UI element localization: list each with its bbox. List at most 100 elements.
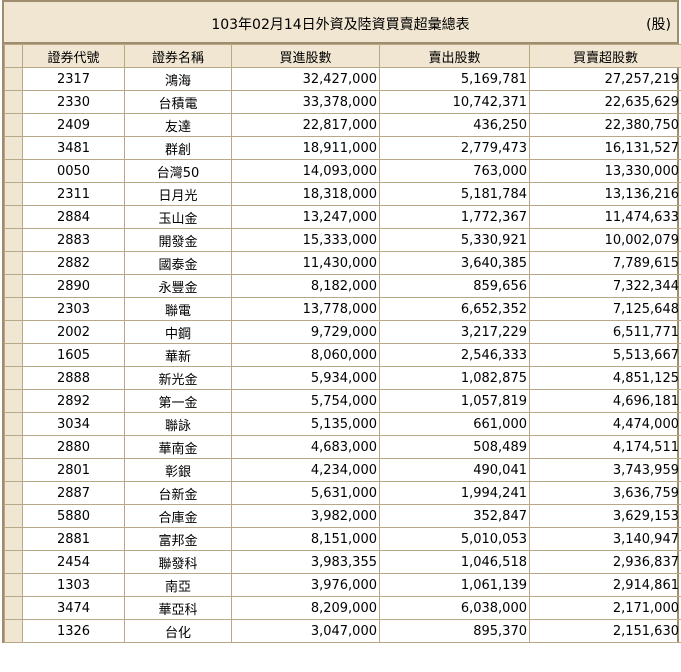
cell-net: 2,171,000 [529, 596, 681, 620]
cell-net: 13,136,216 [529, 182, 681, 206]
cell-sell: 5,010,053 [379, 527, 530, 551]
cell-name: 合庫金 [124, 504, 232, 528]
cell-buy: 18,318,000 [231, 182, 380, 206]
row-marker [4, 182, 23, 206]
cell-code: 2883 [22, 228, 125, 252]
cell-code: 2887 [22, 481, 125, 505]
unit-label: (股) [646, 17, 671, 33]
column-header-net: 買賣超股數 [529, 44, 681, 68]
cell-name: 國泰金 [124, 251, 232, 275]
table-row: 2892 第一金 5,754,000 1,057,819 4,696,181 [4, 389, 681, 413]
cell-buy: 13,247,000 [231, 205, 380, 229]
cell-net: 4,474,000 [529, 412, 681, 436]
table-row: 2311 日月光 18,318,000 5,181,784 13,136,216 [4, 182, 681, 206]
row-marker [4, 251, 23, 275]
cell-sell: 6,038,000 [379, 596, 530, 620]
cell-code: 2330 [22, 90, 125, 114]
cell-buy: 4,234,000 [231, 458, 380, 482]
table-row: 3474 華亞科 8,209,000 6,038,000 2,171,000 [4, 596, 681, 620]
table-row: 2409 友達 22,817,000 436,250 22,380,750 [4, 113, 681, 137]
cell-buy: 8,182,000 [231, 274, 380, 298]
cell-buy: 18,911,000 [231, 136, 380, 160]
cell-buy: 15,333,000 [231, 228, 380, 252]
cell-name: 台灣50 [124, 159, 232, 183]
cell-sell: 895,370 [379, 619, 530, 643]
cell-name: 台化 [124, 619, 232, 643]
row-marker [4, 205, 23, 229]
cell-name: 台新金 [124, 481, 232, 505]
table-row: 2890 永豐金 8,182,000 859,656 7,322,344 [4, 274, 681, 298]
foreign-investor-table: 證券代號 證券名稱 買進股數 賣出股數 買賣超股數 2317 鴻海 32,427,0… [4, 44, 681, 643]
cell-net: 6,511,771 [529, 320, 681, 344]
cell-sell: 5,330,921 [379, 228, 530, 252]
table-row: 0050 台灣50 14,093,000 763,000 13,330,000 [4, 159, 681, 183]
cell-code: 0050 [22, 159, 125, 183]
cell-sell: 763,000 [379, 159, 530, 183]
cell-code: 2888 [22, 366, 125, 390]
table-row: 3481 群創 18,911,000 2,779,473 16,131,527 [4, 136, 681, 160]
cell-buy: 4,683,000 [231, 435, 380, 459]
cell-code: 2409 [22, 113, 125, 137]
cell-net: 3,140,947 [529, 527, 681, 551]
table-row: 2303 聯電 13,778,000 6,652,352 7,125,648 [4, 297, 681, 321]
cell-buy: 22,817,000 [231, 113, 380, 137]
cell-net: 2,936,837 [529, 550, 681, 574]
cell-sell: 3,640,385 [379, 251, 530, 275]
cell-code: 2002 [22, 320, 125, 344]
row-marker [4, 366, 23, 390]
row-marker [4, 619, 23, 643]
cell-net: 2,914,861 [529, 573, 681, 597]
cell-code: 2884 [22, 205, 125, 229]
cell-net: 22,635,629 [529, 90, 681, 114]
cell-buy: 3,047,000 [231, 619, 380, 643]
cell-name: 彰銀 [124, 458, 232, 482]
cell-code: 3481 [22, 136, 125, 160]
cell-code: 5880 [22, 504, 125, 528]
cell-sell: 1,772,367 [379, 205, 530, 229]
title-bar: 103年02月14日外資及陸資買賣超彙總表 (股) [4, 2, 677, 44]
cell-buy: 5,934,000 [231, 366, 380, 390]
cell-sell: 2,779,473 [379, 136, 530, 160]
cell-name: 新光金 [124, 366, 232, 390]
row-marker [4, 412, 23, 436]
table-row: 2888 新光金 5,934,000 1,082,875 4,851,125 [4, 366, 681, 390]
row-marker [4, 527, 23, 551]
cell-code: 1605 [22, 343, 125, 367]
column-header-buy: 買進股數 [231, 44, 380, 68]
row-marker [4, 573, 23, 597]
cell-name: 聯電 [124, 297, 232, 321]
cell-sell: 352,847 [379, 504, 530, 528]
cell-code: 2317 [22, 67, 125, 91]
table-row: 2882 國泰金 11,430,000 3,640,385 7,789,615 [4, 251, 681, 275]
cell-name: 鴻海 [124, 67, 232, 91]
table-row: 2317 鴻海 32,427,000 5,169,781 27,257,219 [4, 67, 681, 91]
cell-name: 玉山金 [124, 205, 232, 229]
table-row: 3034 聯詠 5,135,000 661,000 4,474,000 [4, 412, 681, 436]
cell-buy: 33,378,000 [231, 90, 380, 114]
cell-sell: 1,994,241 [379, 481, 530, 505]
report-title: 103年02月14日外資及陸資買賣超彙總表 [211, 17, 470, 33]
cell-net: 3,636,759 [529, 481, 681, 505]
row-marker [4, 113, 23, 137]
row-marker [4, 458, 23, 482]
table-row: 2883 開發金 15,333,000 5,330,921 10,002,079 [4, 228, 681, 252]
cell-buy: 14,093,000 [231, 159, 380, 183]
cell-buy: 3,983,355 [231, 550, 380, 574]
table-row: 5880 合庫金 3,982,000 352,847 3,629,153 [4, 504, 681, 528]
row-marker [4, 136, 23, 160]
cell-sell: 5,169,781 [379, 67, 530, 91]
row-marker [4, 320, 23, 344]
row-marker [4, 389, 23, 413]
column-header-sell: 賣出股數 [379, 44, 530, 68]
cell-buy: 5,754,000 [231, 389, 380, 413]
cell-sell: 1,082,875 [379, 366, 530, 390]
row-marker [4, 274, 23, 298]
cell-net: 7,789,615 [529, 251, 681, 275]
table-row: 1303 南亞 3,976,000 1,061,139 2,914,861 [4, 573, 681, 597]
table-row: 2884 玉山金 13,247,000 1,772,367 11,474,633 [4, 205, 681, 229]
table-row: 2880 華南金 4,683,000 508,489 4,174,511 [4, 435, 681, 459]
table-row: 2881 富邦金 8,151,000 5,010,053 3,140,947 [4, 527, 681, 551]
table-row: 2801 彰銀 4,234,000 490,041 3,743,959 [4, 458, 681, 482]
row-marker [4, 596, 23, 620]
report-frame: 103年02月14日外資及陸資買賣超彙總表 (股) 證券代號 證券名稱 買進股數… [2, 0, 681, 643]
